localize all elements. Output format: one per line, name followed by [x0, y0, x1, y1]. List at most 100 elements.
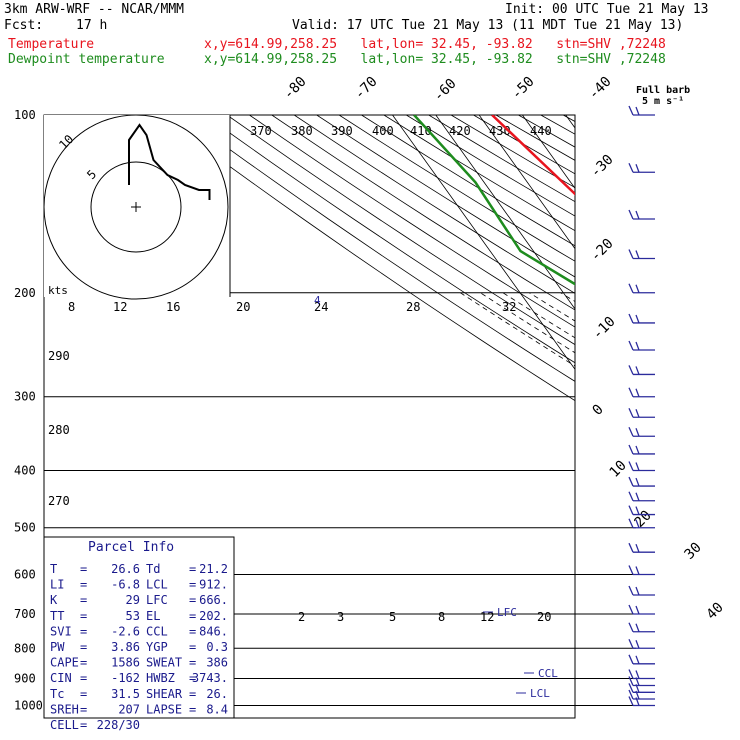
- temp-axis-label--60: -60: [431, 76, 460, 105]
- dry-adiabat-410: [518, 115, 575, 148]
- hodograph-ring-5: [90, 161, 182, 253]
- dry-adiabat-260: [181, 115, 575, 382]
- parcel-title: Parcel Info: [88, 540, 174, 555]
- adiabat-label-270: 270: [48, 494, 70, 508]
- pressure-label-100: 100: [14, 108, 36, 122]
- parcel-eq-4: =: [80, 624, 87, 638]
- wind-barb-flag-100: [628, 105, 634, 116]
- wind-barb-flag-925: [628, 676, 634, 686]
- moist-adiabat-0: [502, 292, 575, 339]
- isotherm--90: [392, 115, 575, 371]
- parcel-eq-10: =: [80, 718, 87, 732]
- speed-axis-label-12: 12: [113, 300, 127, 314]
- wind-barb-flag-400: [628, 461, 634, 471]
- parcel-eq2-9: =: [189, 702, 196, 716]
- full-barb-units: 5 m s⁻¹: [642, 96, 684, 107]
- full-barb-label: Full barb: [636, 85, 690, 96]
- dewpoint-location: x,y=614.99,258.25 lat,lon= 32.45, -93.82…: [204, 52, 666, 67]
- wind-barb-flag2-275: [635, 366, 640, 375]
- pressure-label-800: 800: [14, 641, 36, 655]
- parcel-label-pw: PW: [50, 640, 65, 654]
- adiabat-label-290: 290: [48, 349, 70, 363]
- parcel-value-lcl: 912.: [199, 578, 228, 592]
- wind-barb-flag2-750: [635, 623, 640, 632]
- parcel-label-k: K: [50, 593, 58, 607]
- wind-barb-flag2-375: [635, 445, 640, 455]
- dry-adiabat-360: [406, 115, 575, 217]
- parcel-eq-3: =: [80, 609, 87, 623]
- temp-axis-label--10: -10: [590, 314, 619, 343]
- pressure-label-700: 700: [14, 607, 36, 621]
- wind-barb-flag-250: [628, 340, 634, 351]
- speed-axis-label-20: 20: [236, 300, 250, 314]
- wind-barb-flag-350: [628, 427, 634, 437]
- dry-adiabat-430: [563, 115, 575, 122]
- level-label-ccl: CCL: [538, 667, 558, 680]
- mixing-ratio-label-2: 2: [298, 610, 305, 624]
- wind-barb-flag-600: [628, 565, 634, 575]
- hodograph-trace: [128, 123, 211, 200]
- storm-motion-label: 4: [314, 294, 321, 307]
- parcel-label-li: LI: [50, 578, 64, 592]
- parcel-value-cell: 228/30: [97, 718, 140, 732]
- parcel-eq-9: =: [80, 702, 87, 716]
- parcel-value-li: -6.8: [111, 578, 140, 592]
- pressure-label-300: 300: [14, 390, 36, 404]
- wind-barb-flag-450: [628, 491, 634, 501]
- adiabat-label-280: 280: [48, 423, 70, 437]
- wind-barb-flag2-475: [635, 506, 640, 515]
- parcel-label-lfc: LFC: [146, 593, 168, 607]
- dry-adiabat-380: [450, 115, 575, 189]
- moist-adiabat-15: [599, 293, 740, 706]
- moist-adiabat-5: [529, 292, 575, 322]
- parcel-eq2-5: =: [189, 640, 196, 654]
- parcel-value-shear: 26.: [206, 687, 228, 701]
- moist-adiabat-10: [560, 292, 575, 302]
- wind-barb-flag2-950: [635, 684, 640, 693]
- wind-barb-flag-800: [628, 638, 634, 649]
- parcel-value-lapse: 8.4: [206, 702, 228, 716]
- sounding-series: [413, 115, 575, 286]
- parcel-value-sweat: 386: [206, 656, 228, 670]
- wind-barb-flag2-250: [635, 341, 640, 351]
- wind-barb-flag-650: [628, 585, 634, 596]
- dry-adiabat-310: [293, 115, 575, 294]
- parcel-label-ygp: YGP: [146, 640, 168, 654]
- speed-axis-label-16: 16: [166, 300, 180, 314]
- hodograph-units: kts: [48, 284, 68, 297]
- wind-barbs: [628, 105, 655, 707]
- dry-adiabat-320: [316, 115, 575, 278]
- dry-adiabat-330: [338, 115, 575, 262]
- parcel-eq-2: =: [80, 593, 87, 607]
- parcel-label-tt: TT: [50, 609, 64, 623]
- wind-barb-flag2-925: [635, 677, 640, 686]
- parcel-label-el: EL: [146, 609, 160, 623]
- speed-axis-label-32: 32: [502, 300, 516, 314]
- pressure-label-400: 400: [14, 464, 36, 478]
- level-label-lfc: LFC: [497, 606, 517, 619]
- wind-barb-flag2-200: [635, 284, 640, 293]
- parcel-value-ccl: 846.: [199, 624, 228, 638]
- parcel-value-cin: -162: [111, 671, 140, 685]
- parcel-eq2-6: =: [189, 656, 196, 670]
- wind-barb-flag2-600: [635, 566, 640, 575]
- wind-barb-flag2-975: [635, 690, 640, 700]
- isotherm--80: [435, 115, 575, 310]
- isotherm--20: [696, 115, 740, 718]
- parcel-eq-1: =: [80, 578, 87, 592]
- parcel-eq-5: =: [80, 640, 87, 654]
- dry-adiabat-300: [271, 115, 575, 311]
- wind-barb-flag2-450: [635, 492, 640, 501]
- pressure-label-500: 500: [14, 521, 36, 535]
- forecast-label: Fcst:: [4, 18, 44, 33]
- pressure-label-1000: 1000: [14, 698, 43, 712]
- parcel-label-tc: Tc: [50, 687, 64, 701]
- wind-barb-flag-975: [628, 689, 634, 700]
- parcel-value-svi: -2.6: [111, 624, 140, 638]
- wind-barb-flag2-550: [635, 543, 640, 553]
- wind-barb-flag-850: [628, 654, 634, 665]
- isotherm-grid: [392, 115, 740, 718]
- mixing-ratio-label-20: 20: [537, 610, 551, 624]
